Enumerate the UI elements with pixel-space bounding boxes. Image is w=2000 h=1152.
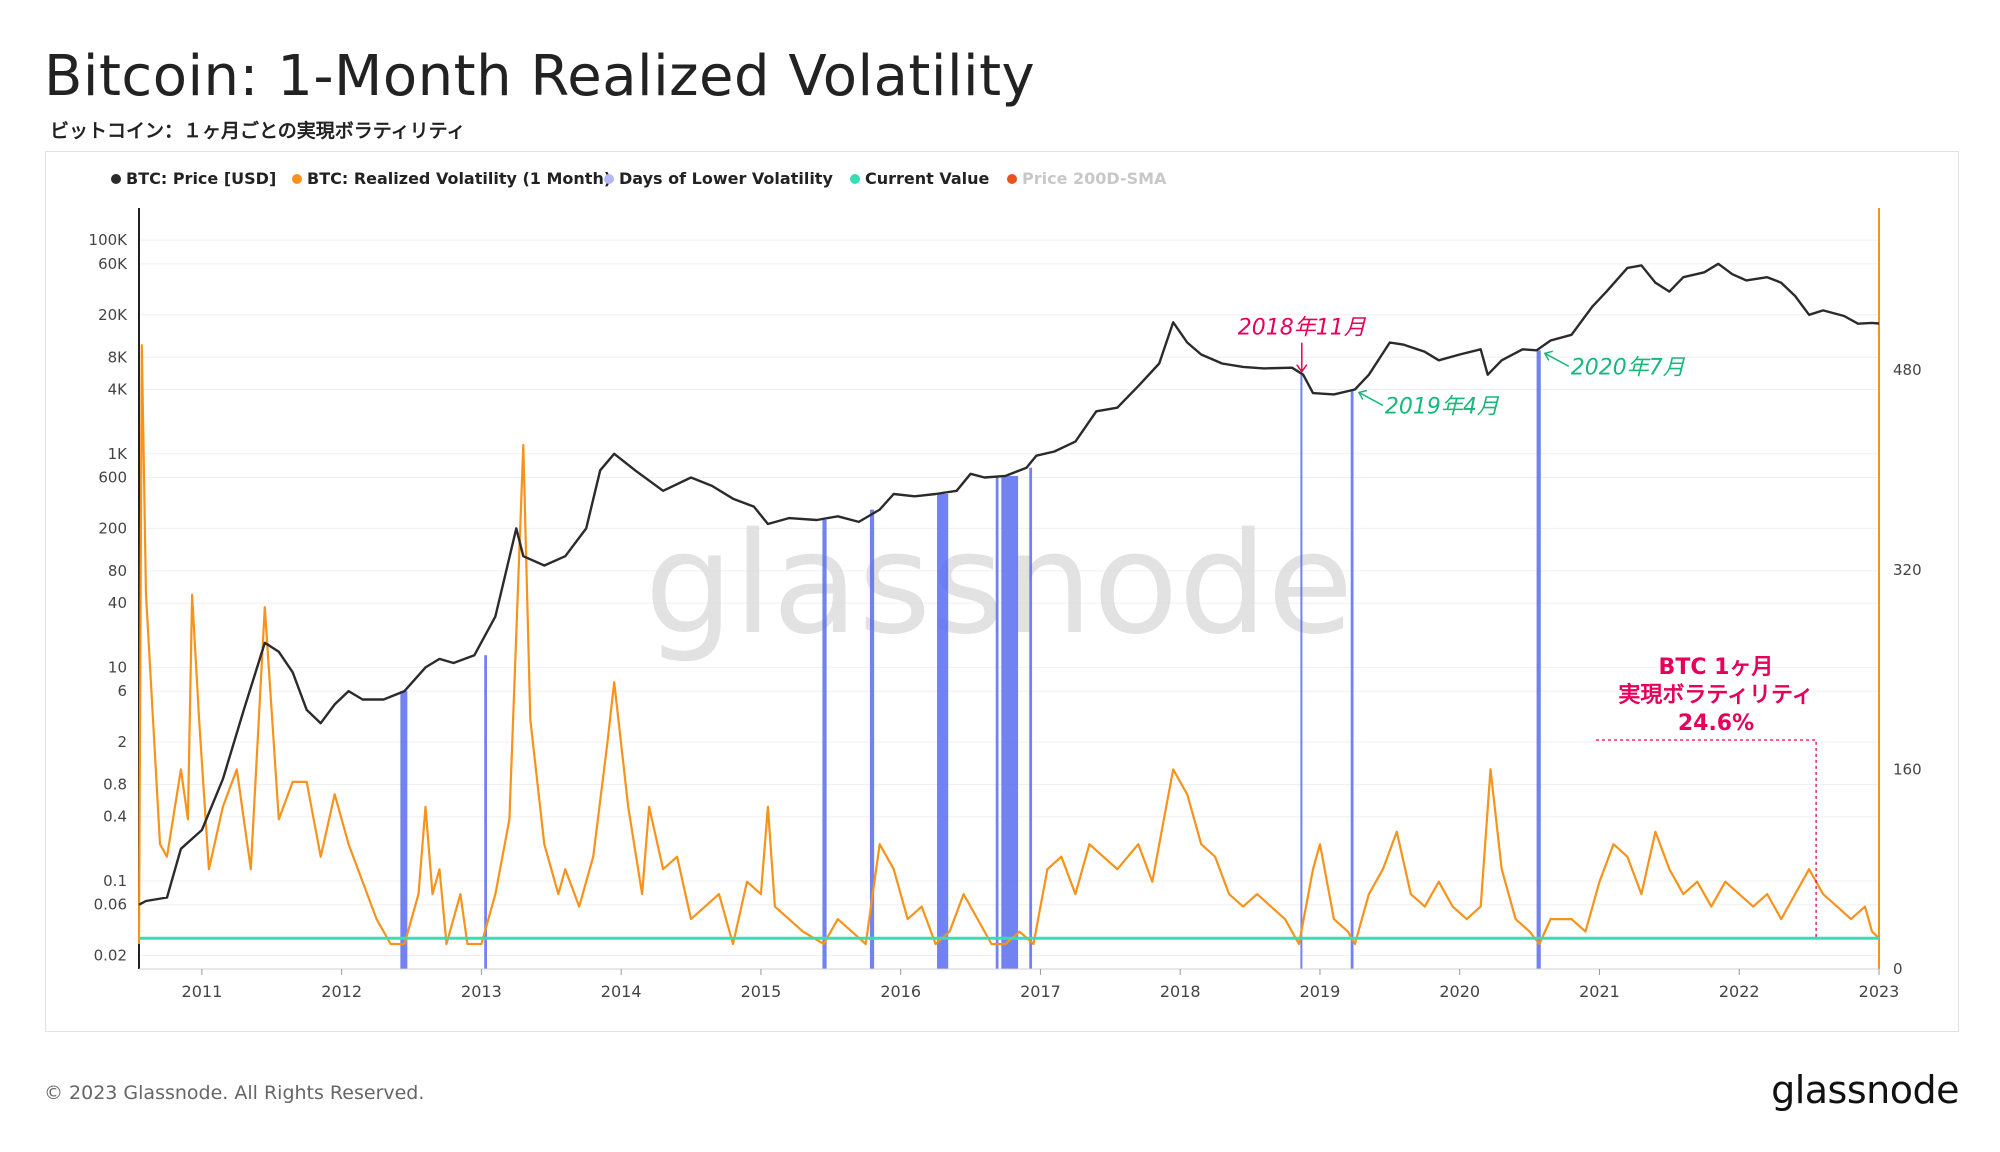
glassnode-logo: glassnode bbox=[1771, 1068, 1959, 1112]
left-tick-label: 10 bbox=[108, 658, 127, 676]
callout-leader bbox=[1596, 739, 1817, 939]
legend-swatch bbox=[604, 174, 614, 184]
legend-item: Days of Lower Volatility bbox=[604, 169, 833, 188]
x-tick-label: 2023 bbox=[1859, 982, 1900, 1001]
annotation: 2020年7月 bbox=[1543, 350, 1686, 380]
volatility-band bbox=[484, 655, 487, 969]
volatility-band bbox=[1300, 374, 1303, 969]
left-tick-label: 200 bbox=[98, 519, 127, 537]
legend-label: Price 200D-SMA bbox=[1022, 169, 1167, 188]
volatility-band bbox=[937, 494, 949, 969]
volatility-band bbox=[1536, 350, 1541, 969]
copyright-footer: © 2023 Glassnode. All Rights Reserved. bbox=[44, 1082, 425, 1104]
page-subtitle: ビットコイン：１ヶ月ごとの実現ボラティリティ bbox=[50, 120, 466, 142]
volatility-band bbox=[1350, 389, 1354, 969]
legend-swatch bbox=[850, 174, 860, 184]
legend-item: BTC: Realized Volatility (1 Month) bbox=[292, 169, 611, 188]
legend-label: Days of Lower Volatility bbox=[619, 169, 833, 188]
annotation-label: 2020年7月 bbox=[1571, 355, 1686, 380]
right-tick-label: 160 bbox=[1893, 760, 1922, 778]
watermark: glassnode bbox=[645, 503, 1354, 666]
x-tick-label: 2020 bbox=[1439, 982, 1480, 1001]
left-tick-label: 40 bbox=[108, 594, 127, 612]
series-price-line bbox=[138, 262, 1880, 906]
x-tick-label: 2011 bbox=[182, 982, 223, 1001]
annotations: 2018年11月 2019年4月 2020年7月 bbox=[1238, 316, 1686, 420]
left-tick-label: 6 bbox=[117, 682, 127, 700]
left-tick-label: 8K bbox=[108, 348, 129, 366]
legend-item: BTC: Price [USD] bbox=[111, 169, 276, 188]
left-axis-ticks: 100K 60K 20K 8K 4K 1K 600 200 80 40 10 6 2 0.8 0.4 0.1 0… bbox=[89, 231, 129, 965]
left-tick-label: 0.06 bbox=[94, 896, 127, 914]
lower-volatility-bands bbox=[400, 350, 1541, 969]
right-axis-ticks: 0 160 320 480 bbox=[1893, 361, 1922, 978]
x-tick-label: 2013 bbox=[461, 982, 502, 1001]
callout-line: BTC 1ヶ月 bbox=[1659, 655, 1774, 680]
right-tick-label: 320 bbox=[1893, 561, 1922, 579]
right-tick-label: 480 bbox=[1893, 361, 1922, 379]
legend-label: Current Value bbox=[865, 169, 990, 188]
left-tick-label: 0.02 bbox=[94, 947, 127, 965]
left-tick-label: 600 bbox=[98, 468, 127, 486]
volatility-band bbox=[869, 509, 875, 969]
annotation-arrow-head bbox=[1357, 389, 1368, 400]
chart-legend: BTC: Price [USD] BTC: Realized Volatility… bbox=[111, 169, 1167, 188]
volatility-band bbox=[400, 691, 408, 969]
x-tick-label: 2022 bbox=[1719, 982, 1760, 1001]
left-tick-label: 60K bbox=[98, 255, 128, 273]
page-title: Bitcoin: 1-Month Realized Volatility bbox=[44, 44, 1036, 109]
left-tick-label: 0.4 bbox=[103, 808, 127, 826]
left-tick-label: 0.8 bbox=[103, 776, 127, 794]
x-tick-label: 2019 bbox=[1300, 982, 1341, 1001]
legend-swatch bbox=[111, 174, 121, 184]
x-tick-label: 2016 bbox=[880, 982, 921, 1001]
annotation: 2019年4月 bbox=[1357, 389, 1500, 419]
legend-item: Current Value bbox=[850, 169, 990, 188]
volatility-band bbox=[1029, 467, 1033, 969]
x-tick-label: 2012 bbox=[321, 982, 362, 1001]
legend-swatch bbox=[1007, 174, 1017, 184]
volatility-band bbox=[1001, 475, 1019, 969]
right-tick-label: 0 bbox=[1893, 960, 1903, 978]
left-tick-label: 4K bbox=[108, 380, 129, 398]
annotation-arrow-shaft bbox=[1544, 352, 1570, 367]
volatility-band bbox=[995, 475, 999, 969]
legend-item: Price 200D-SMA bbox=[1007, 169, 1167, 188]
legend-label: BTC: Realized Volatility (1 Month) bbox=[307, 169, 611, 188]
annotation-label: 2019年4月 bbox=[1385, 394, 1500, 419]
legend-swatch bbox=[292, 174, 302, 184]
legend-label: BTC: Price [USD] bbox=[126, 169, 276, 188]
callout-line: 実現ボラティリティ bbox=[1618, 682, 1813, 708]
x-axis-ticks: 2011 2012 2013 2014 2015 2016 2017 2018 2019 2020… bbox=[182, 969, 1900, 1001]
x-tick-label: 2014 bbox=[601, 982, 642, 1001]
x-tick-label: 2017 bbox=[1020, 982, 1061, 1001]
series-volatility-line bbox=[137, 344, 1880, 946]
volatility-band bbox=[822, 519, 827, 969]
left-tick-label: 1K bbox=[108, 445, 129, 463]
callout-line: 24.6% bbox=[1678, 711, 1754, 736]
x-tick-label: 2021 bbox=[1579, 982, 1620, 1001]
left-tick-label: 20K bbox=[98, 306, 128, 324]
x-tick-label: 2018 bbox=[1160, 982, 1201, 1001]
annotation: 2018年11月 bbox=[1238, 316, 1367, 373]
annotation-arrow-head bbox=[1543, 350, 1553, 361]
annotation-arrow-head bbox=[1296, 364, 1308, 373]
chart-panel: BTC: Price [USD] BTC: Realized Volatility… bbox=[45, 151, 1959, 1032]
x-tick-label: 2015 bbox=[741, 982, 782, 1001]
volatility-chart: BTC: Price [USD] BTC: Realized Volatility… bbox=[89, 169, 1922, 1001]
left-tick-label: 0.1 bbox=[103, 872, 127, 890]
annotation-label: 2018年11月 bbox=[1238, 316, 1367, 341]
left-tick-label: 80 bbox=[108, 562, 127, 580]
left-tick-label: 100K bbox=[89, 231, 129, 249]
left-tick-label: 2 bbox=[117, 733, 127, 751]
annotation-arrow-shaft bbox=[1358, 391, 1384, 407]
